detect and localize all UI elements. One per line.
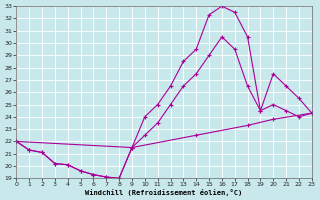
X-axis label: Windchill (Refroidissement éolien,°C): Windchill (Refroidissement éolien,°C): [85, 189, 243, 196]
